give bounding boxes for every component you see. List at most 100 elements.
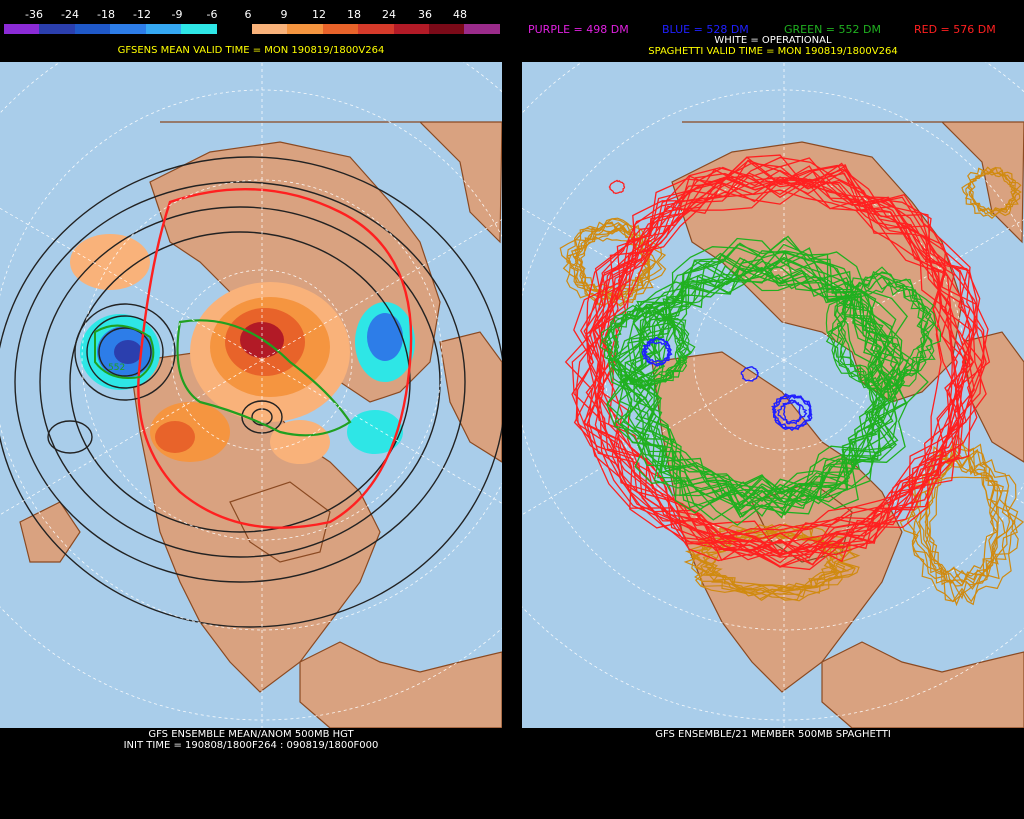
height-contours (0, 156, 502, 628)
scale-swatch (429, 24, 465, 34)
scale-swatch (110, 24, 146, 34)
contour-576-member (587, 162, 971, 563)
contour-576 (137, 187, 413, 529)
latitude-circle (171, 269, 353, 451)
land-south-america (821, 641, 1024, 728)
contour-552-member (825, 271, 937, 392)
operational-legend: WHITE = OPERATIONAL (714, 35, 832, 46)
contour-576-member (591, 166, 960, 562)
contour (69, 231, 411, 533)
scale-label: -6 (206, 8, 218, 21)
contour-gold (968, 171, 1017, 214)
contour-gold (929, 460, 998, 578)
contour-552 (94, 324, 155, 379)
scale-label: -24 (61, 8, 79, 21)
contour-528-member (776, 401, 808, 423)
color-scale-bar (4, 24, 500, 34)
ensemble-mean-panel: -36 -24 -18 -12 -9 -6 6 9 12 18 24 36 48… (0, 0, 502, 819)
contour-gold (918, 451, 1006, 587)
scale-label: 9 (280, 8, 288, 21)
contour (47, 420, 93, 454)
scale-label: -36 (25, 8, 43, 21)
meridian (0, 359, 263, 516)
spaghetti-contours (559, 154, 1024, 607)
spaghetti-map (522, 62, 1024, 728)
contour-528-member (771, 395, 813, 430)
scale-swatch (358, 24, 394, 34)
scale-swatch (464, 24, 500, 34)
contour-label: 552 (108, 363, 125, 373)
contour-576-member (571, 172, 974, 545)
contour-gold (912, 447, 1016, 603)
contour-528-member (642, 341, 670, 363)
scale-label: 36 (418, 8, 432, 21)
anomaly-fills (70, 234, 415, 464)
legend-blue: BLUE = 528 DM (662, 23, 749, 36)
contour-552-member (606, 250, 899, 521)
legend-red: RED = 576 DM (914, 23, 996, 36)
scale-swatch (74, 24, 111, 34)
land-hudson (229, 481, 331, 563)
contour-gold (701, 529, 847, 594)
contour-gold (690, 524, 856, 601)
contour-gold (925, 446, 996, 600)
legend-green: GREEN = 552 DM (784, 23, 881, 36)
anomaly-positive (70, 234, 150, 290)
contour-gold (924, 434, 999, 607)
contour (86, 315, 164, 389)
scale-swatch (251, 24, 288, 34)
contour-552-member (608, 250, 917, 509)
scale-swatch (393, 24, 430, 34)
scale-swatch (216, 24, 252, 34)
mean-valid-time-header: GFSENS MEAN VALID TIME = MON 190819/1800… (117, 45, 385, 56)
contour (14, 181, 466, 583)
graticule (0, 62, 502, 728)
legend-purple: PURPLE = 498 DM (528, 23, 629, 36)
contour-552-member (618, 267, 906, 503)
scale-label: -18 (97, 8, 115, 21)
scale-swatch (322, 24, 359, 34)
polar-map-right (522, 62, 1024, 728)
scale-swatch (181, 24, 217, 34)
anomaly-negative (347, 410, 403, 454)
contour-528-member (641, 336, 673, 367)
scale-swatch (145, 24, 182, 34)
anomaly-positive (155, 421, 195, 453)
spaghetti-valid-time-header: SPAGHETTI VALID TIME = MON 190819/1800V2… (648, 46, 898, 57)
latitude-circle (693, 269, 875, 451)
contour-576-member (592, 165, 959, 559)
anomaly-negative (367, 313, 403, 361)
ensemble-mean-map: 552 (0, 62, 502, 728)
scale-label: -9 (171, 8, 183, 21)
polar-map-left: 552 (0, 62, 502, 728)
panel-divider (502, 0, 522, 819)
contour-552-member (611, 311, 685, 383)
scale-swatch (4, 24, 40, 34)
scale-label: 18 (347, 8, 361, 21)
scale-swatch (287, 24, 323, 34)
contour-gold (559, 218, 667, 307)
land-island (19, 501, 81, 563)
contour (0, 156, 502, 628)
contour-552 (176, 319, 352, 437)
scale-label: 48 (453, 8, 467, 21)
contour-552-member (840, 276, 929, 390)
init-time-footer: INIT TIME = 190808/1800F264 : 090819/180… (123, 740, 379, 751)
land-europe (439, 331, 502, 463)
anomaly-negative (114, 340, 142, 364)
contour-576-member (598, 182, 953, 538)
scale-label: 24 (382, 8, 396, 21)
contour-552-member (612, 305, 684, 387)
contour (74, 303, 176, 401)
spaghetti-panel: PURPLE = 498 DM BLUE = 528 DM GREEN = 55… (522, 0, 1024, 819)
contour (98, 327, 152, 377)
contour-528-member (740, 366, 760, 382)
scale-label: 6 (244, 8, 252, 21)
contour-576-member (608, 179, 626, 195)
scale-swatch (39, 24, 75, 34)
meridian (522, 359, 785, 516)
contour-552-member (611, 306, 682, 386)
land-south-america (299, 641, 502, 728)
contour-gold (961, 166, 1022, 219)
contour-576-member (580, 159, 977, 566)
